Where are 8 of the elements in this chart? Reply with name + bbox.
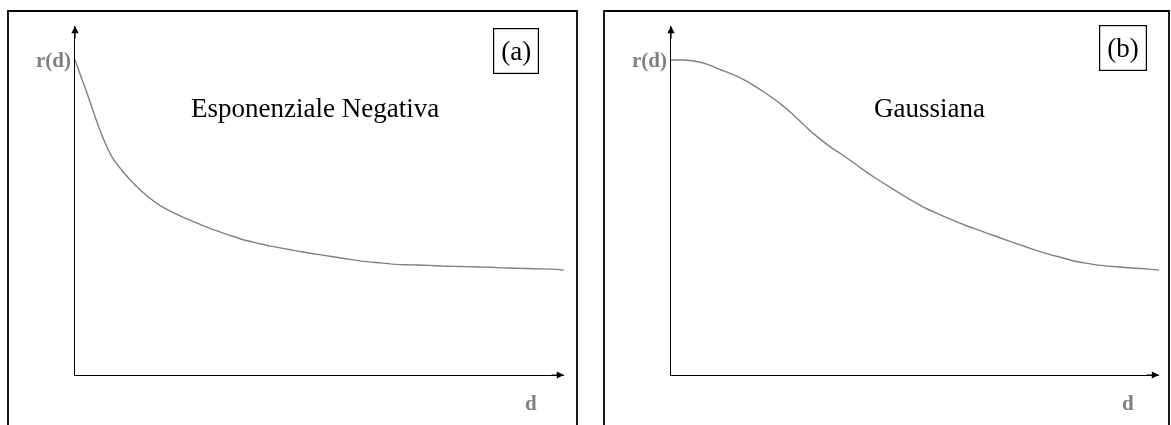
annotation: (a) [501,36,532,67]
y-axis-title: r(d) [632,48,667,72]
text: Gaussiana [874,93,985,123]
annotation: (b) [1107,33,1139,64]
x-axis-title: d [525,391,537,415]
x-axis-title: d [1122,391,1134,415]
text: Esponenziale Negativa [191,93,440,123]
y-axis-title: r(d) [36,48,71,72]
